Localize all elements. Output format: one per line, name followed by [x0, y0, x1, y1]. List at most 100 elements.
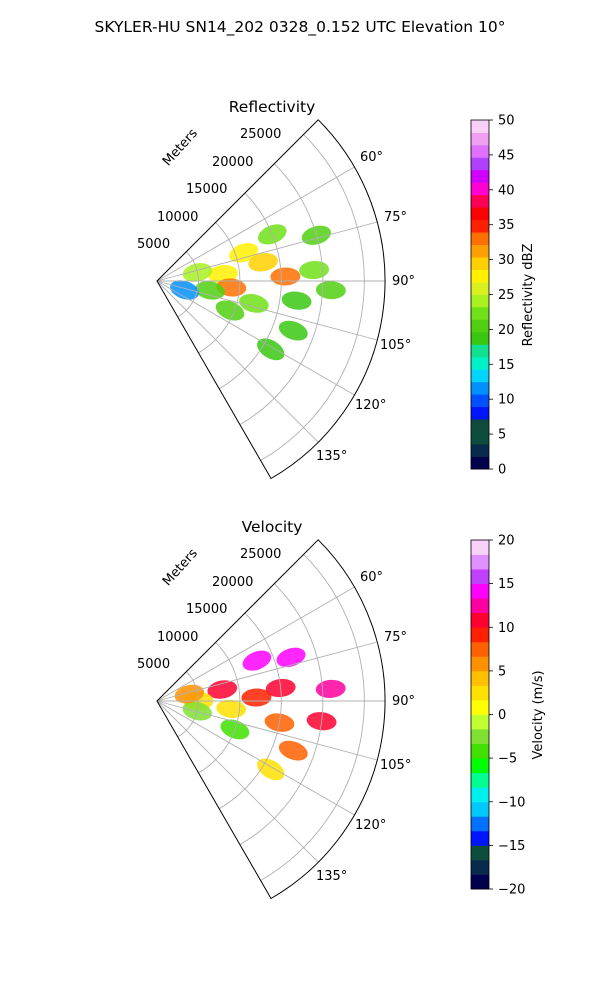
velocity-colorbar-label: Velocity (m/s) — [531, 670, 546, 759]
colorbar-swatch — [471, 816, 489, 832]
velocity-azimuth-tick-labels: 60° 75° 90° 105° 120° 135° — [316, 570, 415, 884]
colorbar-swatch — [471, 743, 489, 759]
colorbar-swatch — [471, 319, 489, 333]
colorbar-swatch — [471, 801, 489, 817]
colorbar-swatch — [471, 419, 489, 432]
colorbar-swatch — [471, 257, 489, 270]
echo-cell — [248, 253, 278, 272]
colorbar-swatch — [471, 132, 489, 146]
colorbar-swatch — [471, 294, 489, 308]
colorbar-swatch — [471, 612, 489, 628]
colorbar-tick-label: 35 — [498, 218, 515, 233]
colorbar-swatch — [471, 845, 489, 861]
echo-cell — [195, 281, 225, 300]
echo-cell — [278, 320, 308, 341]
reflectivity-title: Reflectivity — [229, 98, 316, 116]
azimuth-tick-label: 60° — [360, 570, 383, 585]
colorbar-tick-label: 50 — [498, 114, 515, 129]
velocity-colorbar: −20 −15 −10 −5 0 5 10 15 20 — [470, 534, 525, 898]
colorbar-swatch — [471, 830, 489, 846]
colorbar-swatch — [471, 232, 489, 246]
colorbar-swatch — [471, 219, 489, 233]
sector-frame — [156, 119, 386, 480]
colorbar-swatch — [471, 656, 489, 672]
colorbar-swatch — [471, 244, 489, 258]
colorbar-tick-label: 40 — [498, 183, 515, 198]
reflectivity-azimuth-tick-labels: 60° 75° 90° 105° 120° 135° — [316, 150, 415, 464]
colorbar-swatch — [471, 787, 489, 803]
colorbar-tick-label: −10 — [498, 795, 525, 810]
azimuth-gridline — [156, 700, 378, 761]
colorbar-tick-label: −20 — [498, 883, 525, 898]
reflectivity-colorbar: 0 5 10 15 20 25 30 35 40 45 50 — [470, 114, 515, 478]
azimuth-gridline — [156, 280, 355, 396]
range-tick-label: 10000 — [157, 630, 198, 645]
colorbar-swatch — [471, 369, 489, 383]
colorbar-swatch — [471, 598, 489, 614]
reflectivity-colorbar-label: Reflectivity dBZ — [521, 244, 536, 347]
colorbar-tick-label: 45 — [498, 148, 515, 163]
reflectivity-range-axis-label: Meters — [160, 126, 201, 169]
echo-cell — [281, 291, 312, 310]
colorbar-swatch — [471, 772, 489, 788]
azimuth-tick-label: 120° — [355, 398, 386, 413]
colorbar-swatch — [471, 670, 489, 686]
range-ring — [218, 192, 282, 390]
colorbar-tick-label: 5 — [498, 428, 506, 443]
range-tick-label: 25000 — [240, 547, 281, 562]
colorbar-swatch — [471, 194, 489, 208]
velocity-title: Velocity — [242, 518, 303, 536]
colorbar-swatch — [471, 282, 489, 295]
colorbar-swatch — [471, 120, 489, 133]
range-tick-label: 20000 — [212, 155, 253, 170]
colorbar-swatch — [471, 306, 489, 320]
azimuth-tick-label: 135° — [316, 869, 347, 884]
colorbar-tick-label: 15 — [498, 577, 515, 592]
colorbar-swatch — [471, 169, 489, 183]
colorbar-swatch — [471, 431, 489, 445]
range-ring — [218, 612, 282, 810]
azimuth-gridline — [156, 700, 319, 863]
azimuth-tick-label: 90° — [392, 694, 415, 709]
colorbar-swatch — [471, 356, 489, 370]
azimuth-gridline — [156, 280, 378, 341]
azimuth-gridline — [156, 221, 378, 282]
range-ring — [198, 642, 241, 774]
azimuth-tick-label: 90° — [392, 274, 415, 289]
echo-cell — [257, 758, 285, 781]
colorbar-swatch — [471, 182, 489, 196]
range-tick-label: 5000 — [137, 657, 170, 672]
range-ring — [260, 554, 365, 881]
colorbar-swatch — [471, 714, 489, 730]
colorbar-swatch — [471, 331, 489, 345]
azimuth-gridline — [156, 280, 319, 443]
colorbar-swatch — [471, 758, 489, 774]
colorbar-tick-label: −15 — [498, 839, 525, 854]
azimuth-gridline — [156, 700, 355, 816]
echo-cell — [170, 280, 200, 300]
colorbar-swatch — [471, 406, 489, 420]
echo-cell — [276, 647, 306, 668]
colorbar-tick-label: 10 — [498, 393, 515, 408]
colorbar-tick-label: 30 — [498, 253, 515, 268]
colorbar-swatch — [471, 381, 489, 395]
colorbar-swatch — [471, 569, 489, 585]
colorbar-swatch — [471, 583, 489, 599]
colorbar-tick-label: 20 — [498, 534, 515, 549]
velocity-range-axis-label: Meters — [160, 546, 201, 589]
colorbar-swatch — [471, 344, 489, 358]
echo-cell — [315, 281, 346, 300]
colorbar-swatch — [471, 859, 489, 875]
colorbar-swatch — [471, 207, 489, 221]
azimuth-tick-label: 135° — [316, 449, 347, 464]
echo-cell — [299, 260, 330, 280]
colorbar-tick-label: 0 — [498, 708, 506, 723]
echo-cell — [315, 679, 346, 698]
echo-cell — [257, 338, 285, 361]
velocity-range-tick-labels: 5000 10000 15000 20000 25000 — [137, 547, 281, 672]
colorbar-tick-label: 10 — [498, 621, 515, 636]
colorbar-tick-label: 15 — [498, 358, 515, 373]
colorbar-swatch — [471, 627, 489, 643]
reflectivity-panel: Reflectivity Meters 5000 10000 15000 200… — [137, 98, 536, 480]
